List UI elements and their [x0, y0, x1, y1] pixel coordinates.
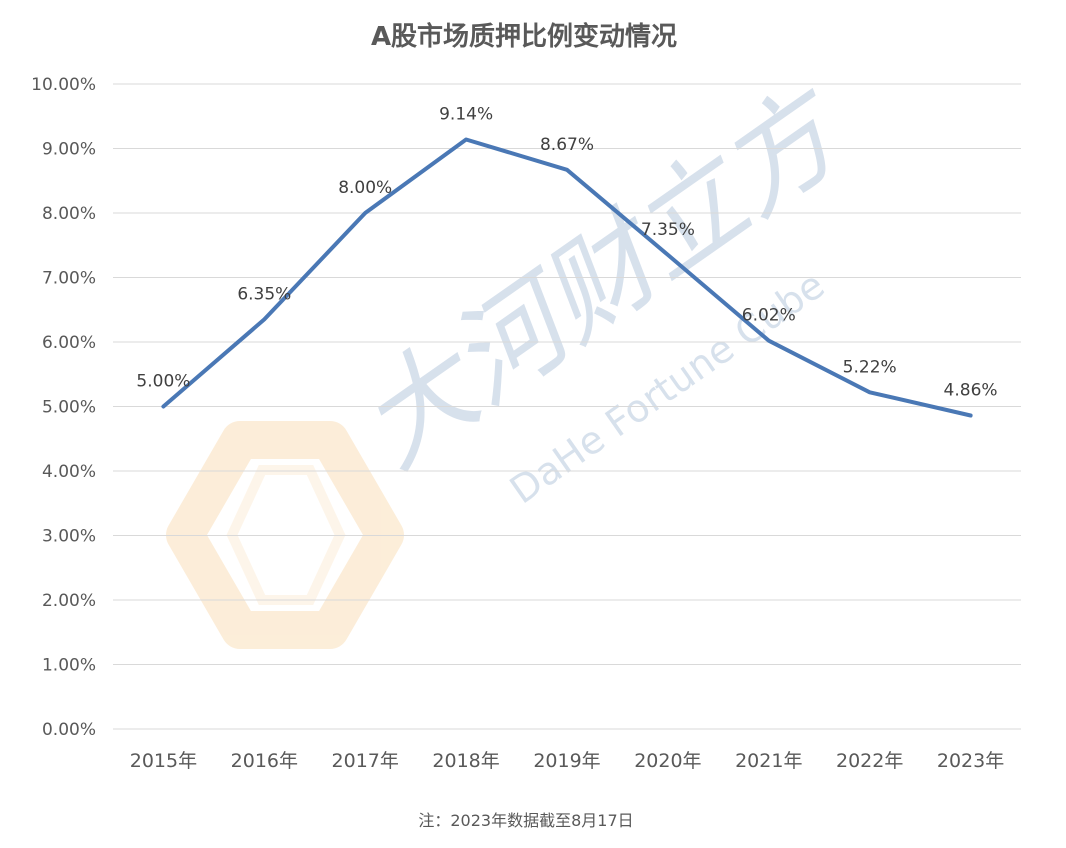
y-tick-label: 0.00% [42, 720, 96, 740]
y-tick-label: 8.00% [42, 204, 96, 224]
x-tick-label: 2015年 [130, 750, 197, 772]
y-tick-label: 5.00% [42, 398, 96, 418]
chart-title: A股市场质押比例变动情况 [371, 21, 677, 52]
x-tick-label: 2016年 [231, 750, 298, 772]
y-tick-label: 3.00% [42, 527, 96, 547]
x-tick-label: 2018年 [432, 750, 499, 772]
data-label: 8.00% [338, 178, 392, 198]
x-tick-label: 2020年 [634, 750, 701, 772]
watermark-text: 大河财立方 DaHe Fortune Cube [336, 64, 870, 512]
y-tick-label: 2.00% [42, 591, 96, 611]
data-label: 5.22% [843, 357, 897, 377]
x-tick-label: 2023年 [937, 750, 1004, 772]
y-axis-ticks: 0.00% 1.00% 2.00% 3.00% 4.00% 5.00% 6.00% 7.00%… [31, 75, 96, 740]
footnote: 注：2023年数据截至8月17日 [418, 811, 633, 830]
data-label: 6.35% [237, 284, 291, 304]
x-axis-ticks: 2015年 2016年 2017年 2018年 2019年 2020年 2021年 2022年… [130, 750, 1004, 772]
y-tick-label: 10.00% [31, 75, 96, 95]
data-label: 7.35% [641, 220, 695, 240]
data-label: 4.86% [944, 381, 998, 401]
y-tick-label: 4.00% [42, 462, 96, 482]
x-tick-label: 2022年 [836, 750, 903, 772]
y-tick-label: 7.00% [42, 269, 96, 289]
data-label: 9.14% [439, 104, 493, 124]
y-tick-label: 1.00% [42, 656, 96, 676]
y-tick-label: 9.00% [42, 140, 96, 160]
data-label: 8.67% [540, 135, 594, 155]
data-label: 6.02% [742, 306, 796, 326]
x-tick-label: 2019年 [533, 750, 600, 772]
data-labels: 5.00% 6.35% 8.00% 9.14% 8.67% 7.35% 6.02% 5.22%… [136, 104, 997, 400]
gridlines [113, 83, 1021, 730]
series-line [161, 137, 973, 418]
x-tick-label: 2021年 [735, 750, 802, 772]
y-tick-label: 6.00% [42, 333, 96, 353]
x-tick-label: 2017年 [332, 750, 399, 772]
data-label: 5.00% [136, 372, 190, 392]
